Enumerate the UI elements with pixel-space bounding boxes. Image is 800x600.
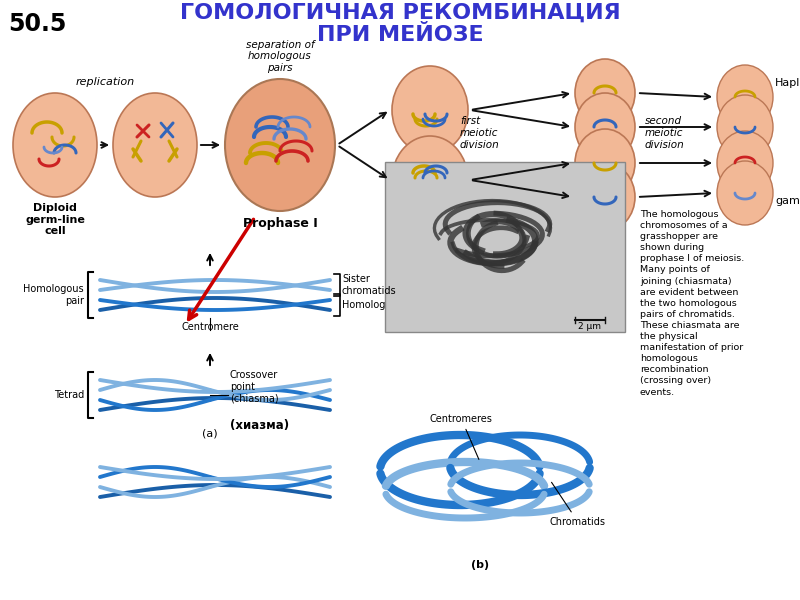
Text: gametes: gametes <box>775 196 800 206</box>
Text: The homologous
chromosomes of a
grasshopper are
shown during
prophase I of meios: The homologous chromosomes of a grasshop… <box>640 210 744 397</box>
Ellipse shape <box>392 136 468 224</box>
Ellipse shape <box>575 59 635 127</box>
Ellipse shape <box>575 129 635 197</box>
Text: 2 μm: 2 μm <box>578 322 602 331</box>
Text: Sister
chromatids: Sister chromatids <box>342 274 397 296</box>
Text: (a): (a) <box>202 429 218 439</box>
Text: 50.5: 50.5 <box>8 12 66 36</box>
Text: Tetrad: Tetrad <box>54 390 84 400</box>
Text: first
meiotic
division: first meiotic division <box>460 116 500 149</box>
Text: Crossover
point
(chiasma): Crossover point (chiasma) <box>230 370 278 404</box>
Text: Prophase I: Prophase I <box>242 217 318 230</box>
Text: second
meiotic
division: second meiotic division <box>645 116 685 149</box>
Text: Chromatids: Chromatids <box>550 482 606 527</box>
Ellipse shape <box>225 79 335 211</box>
Ellipse shape <box>717 65 773 129</box>
Text: Diploid
germ-line
cell: Diploid germ-line cell <box>25 203 85 236</box>
Ellipse shape <box>575 163 635 231</box>
Ellipse shape <box>717 131 773 195</box>
Ellipse shape <box>575 93 635 161</box>
Text: Centromere: Centromere <box>181 322 239 332</box>
Bar <box>385 162 625 332</box>
Text: separation of
homologous
pairs: separation of homologous pairs <box>246 40 314 73</box>
Text: ГОМОЛОГИЧНАЯ РЕКОМБИНАЦИЯ: ГОМОЛОГИЧНАЯ РЕКОМБИНАЦИЯ <box>180 3 620 23</box>
Text: ПРИ МЕЙОЗЕ: ПРИ МЕЙОЗЕ <box>317 25 483 45</box>
Text: replication: replication <box>75 77 134 87</box>
Ellipse shape <box>717 161 773 225</box>
Ellipse shape <box>13 93 97 197</box>
Text: Centromeres: Centromeres <box>430 414 493 460</box>
Text: (b): (b) <box>471 560 489 570</box>
Ellipse shape <box>717 95 773 159</box>
Text: (хиазма): (хиазма) <box>230 419 289 431</box>
Text: Homolog: Homolog <box>342 300 386 310</box>
Text: Homologous
pair: Homologous pair <box>23 284 84 306</box>
Text: Haploid: Haploid <box>775 78 800 88</box>
Ellipse shape <box>113 93 197 197</box>
Ellipse shape <box>392 66 468 154</box>
